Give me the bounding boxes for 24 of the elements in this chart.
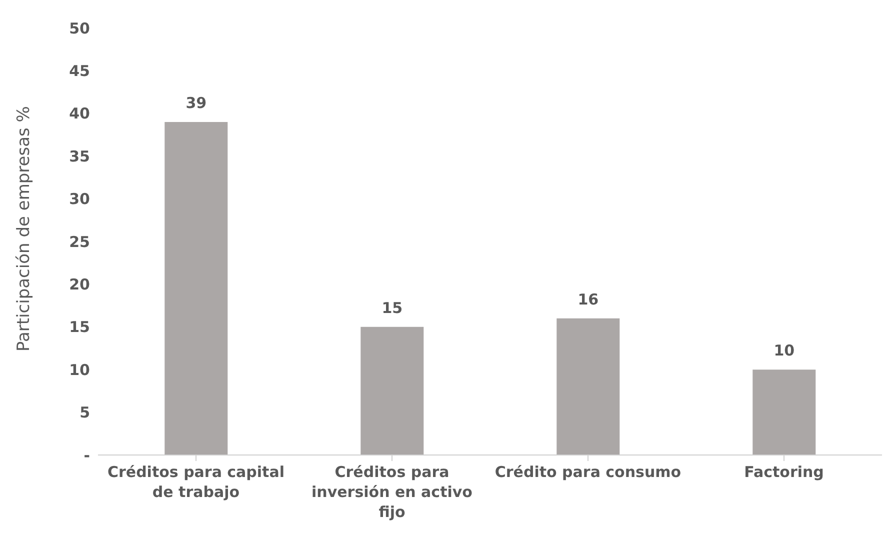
data-label: 15 <box>382 298 403 317</box>
bar <box>556 318 620 455</box>
y-tick-label: 40 <box>69 104 90 123</box>
data-label: 16 <box>578 290 599 308</box>
x-tick-label: Créditos para inversión en activo fijo <box>312 463 472 521</box>
x-tick-label: Crédito para consumo <box>494 463 682 481</box>
y-tick-label: 15 <box>69 318 90 336</box>
y-tick-label: 45 <box>69 62 90 80</box>
y-tick-label: 35 <box>69 147 90 166</box>
y-axis-title: Participación de empresas % <box>14 106 34 352</box>
y-tick-label: 10 <box>69 360 90 379</box>
y-tick-label: 50 <box>69 19 90 38</box>
bar <box>164 122 228 455</box>
y-tick-label: - <box>84 446 90 464</box>
y-tick-label: 5 <box>80 404 90 422</box>
bar <box>360 326 424 455</box>
data-label: 10 <box>774 342 795 360</box>
y-tick-label: 30 <box>69 190 90 208</box>
x-tick-label: Créditos para capital de trabajo <box>107 463 285 501</box>
y-tick-label: 20 <box>69 276 90 294</box>
data-label: 39 <box>186 94 207 112</box>
bar <box>752 370 816 455</box>
x-tick-label: Factoring <box>744 463 824 481</box>
y-tick-label: 25 <box>69 232 90 251</box>
